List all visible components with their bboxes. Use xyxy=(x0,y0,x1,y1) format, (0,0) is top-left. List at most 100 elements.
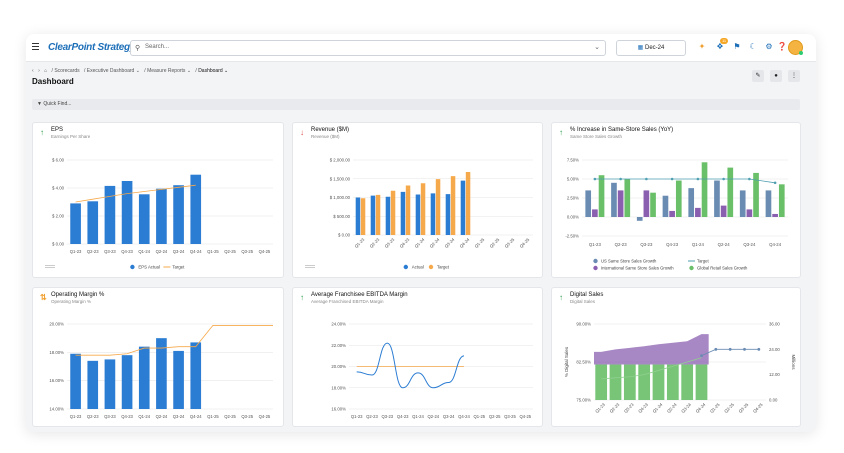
bar-sss-series-0 xyxy=(688,188,695,217)
bar-revenue-actual xyxy=(385,196,391,235)
flag-icon[interactable]: ⚑ xyxy=(733,42,741,51)
card-subtitle: Same Store Sales Growth xyxy=(570,134,623,139)
drag-handle-icon[interactable] xyxy=(305,265,315,269)
chart-card-eps[interactable]: ↑ EPS Earnings Per Share $ 0.00 $ 2.00 $ 4… xyxy=(32,122,284,278)
bar-sss-series-0 xyxy=(585,190,592,217)
chart-card-revenue[interactable]: ↓ Revenue ($M) Revenue ($M) $ 0.00 $ 500.… xyxy=(292,122,543,278)
bar-sss-series-1 xyxy=(695,207,701,217)
y-tick-label: 14.00% xyxy=(49,407,64,412)
notification-icon[interactable]: ❖ xyxy=(716,42,724,51)
card-subtitle: Earnings Per Share xyxy=(51,134,91,139)
x-tick-label: Q4-25 xyxy=(519,237,531,249)
comments-button[interactable]: ● xyxy=(770,70,782,82)
area-digital-sales-target xyxy=(652,364,665,400)
x-tick-label: Q1-23 xyxy=(354,237,366,249)
filter-icon: ▼ xyxy=(37,101,42,107)
chart-card-operating-margin[interactable]: ⇅ Operating Margin % Operating Margin % … xyxy=(32,287,284,427)
x-tick-label: Q4-23 xyxy=(666,242,679,247)
x-tick-label: Q1-25 xyxy=(207,414,219,419)
x-tick-label: Q3-24 xyxy=(173,249,185,254)
x-tick-label: Q3-25 xyxy=(738,402,750,414)
x-tick-label: Q3-25 xyxy=(241,249,253,254)
area-digital-sales-target xyxy=(609,364,622,400)
card-subtitle: Revenue ($M) xyxy=(311,134,340,139)
chevron-down-icon[interactable]: ⌄ xyxy=(594,44,600,51)
x-tick-label: Q1-24 xyxy=(414,237,426,249)
x-tick-label: Q2-23 xyxy=(369,237,381,249)
y2-tick-label: 24.00 xyxy=(769,347,780,352)
bar-revenue-target xyxy=(465,172,471,235)
date-period-selector[interactable]: ▦ Dec-24 xyxy=(616,40,686,56)
revenue-chart: $ 0.00 $ 500.00 $ 1,000.00 $ 1,500.00 $ 2,00… xyxy=(330,158,533,270)
card-title: Revenue ($M) xyxy=(311,127,350,133)
y-tick-label: $ 500.00 xyxy=(333,214,350,219)
y-tick-label: 82.50% xyxy=(576,360,591,365)
point-sss-target xyxy=(722,177,725,181)
chart-card-digital-sales[interactable]: ↑ Digital Sales Digital Sales 75.00% 82.5… xyxy=(551,287,801,427)
breadcrumb-dashboard[interactable]: Dashboard ⌄ xyxy=(198,68,229,74)
home-icon[interactable]: ⌂ xyxy=(44,68,48,74)
bar-sss-series-2 xyxy=(778,184,785,217)
x-tick-label: Q1-23 xyxy=(70,249,82,254)
gear-icon[interactable]: ⚙ xyxy=(765,42,773,51)
magic-wand-icon[interactable]: ✦ xyxy=(698,42,706,51)
bar-sss-series-2 xyxy=(650,192,656,217)
bar-opmargin-actual xyxy=(87,360,99,409)
legend-swatch xyxy=(403,264,408,270)
app-logo[interactable]: ClearPoint Strategy xyxy=(48,42,136,53)
operating-margin-chart: 14.00% 16.00% 18.00% 20.00% Q1-23 Q2-23 Q3-23 Q… xyxy=(49,322,273,419)
y2-tick-label: 36.00 xyxy=(769,322,780,327)
bar-sss-series-2 xyxy=(727,167,734,217)
hamburger-menu-icon[interactable] xyxy=(32,43,39,52)
bar-revenue-target xyxy=(360,198,366,235)
bar-eps-actual xyxy=(156,188,167,244)
bar-revenue-actual xyxy=(445,194,451,235)
legend-label: Target xyxy=(172,265,185,270)
x-tick-label: Q1-25 xyxy=(709,402,721,414)
edit-pencil-button[interactable]: ✎ xyxy=(752,70,764,82)
x-tick-label: Q3-24 xyxy=(443,414,455,419)
trend-neutral-arrows-icon: ⇅ xyxy=(40,293,47,302)
back-icon[interactable]: ‹ xyxy=(32,68,34,74)
chart-card-franchisee-ebitda[interactable]: ↑ Average Franchisee EBITDA Margin Avera… xyxy=(292,287,543,427)
x-tick-label: Q1-24 xyxy=(412,414,424,419)
x-tick-label: Q1-25 xyxy=(474,237,486,249)
bar-opmargin-actual xyxy=(173,350,184,409)
breadcrumb-scorecards[interactable]: Scorecards xyxy=(54,68,80,74)
y-tick-label: 24.00% xyxy=(331,322,346,327)
y-tick-label: 16.00% xyxy=(49,378,64,383)
x-tick-label: Q1-24 xyxy=(138,249,150,254)
breadcrumb-executive-dashboard[interactable]: Executive Dashboard ⌄ xyxy=(86,68,140,74)
x-tick-label: Q4-23 xyxy=(399,237,411,249)
chart-card-same-store-sales[interactable]: ↑ % Increase in Same-Store Sales (YoY) S… xyxy=(551,122,801,278)
y-tick-label: 75.00% xyxy=(576,398,591,403)
legend-swatch xyxy=(130,264,135,270)
area-digital-sales-target xyxy=(681,364,694,400)
y-tick-label: 7.50% xyxy=(567,158,579,163)
date-label: Dec-24 xyxy=(645,45,665,51)
x-tick-label: Q3-24 xyxy=(680,402,692,414)
quick-find-input[interactable]: ▼ Quick Find... xyxy=(32,99,800,110)
breadcrumb-measure-reports[interactable]: Measure Reports ⌄ xyxy=(147,68,192,74)
more-options-button[interactable]: ⋮ xyxy=(788,70,800,82)
help-icon[interactable]: ❓ xyxy=(777,42,787,51)
search-input[interactable]: ⚲ Search... ⌄ xyxy=(130,40,606,56)
x-tick-label: Q1-24 xyxy=(138,414,150,419)
legend-label: Target xyxy=(437,265,450,270)
card-title: Average Franchisee EBITDA Margin xyxy=(311,292,408,298)
x-tick-label: Q3-25 xyxy=(241,414,253,419)
forward-icon[interactable]: › xyxy=(38,68,40,74)
card-subtitle: Operating Margin % xyxy=(51,299,92,304)
avatar[interactable] xyxy=(788,40,803,55)
bar-eps-actual xyxy=(87,201,99,244)
y-tick-label: 18.00% xyxy=(49,350,64,355)
trend-down-arrow-icon: ↓ xyxy=(300,128,304,137)
bar-revenue-actual xyxy=(355,197,361,235)
x-tick-label: Q3-23 xyxy=(382,414,394,419)
x-tick-label: Q2-23 xyxy=(609,402,621,414)
card-title: EPS xyxy=(51,127,64,133)
moon-icon[interactable]: ☾ xyxy=(749,42,757,51)
point-sss-target xyxy=(619,177,622,181)
y2-tick-label: 12.00 xyxy=(769,372,780,377)
drag-handle-icon[interactable] xyxy=(45,265,55,269)
